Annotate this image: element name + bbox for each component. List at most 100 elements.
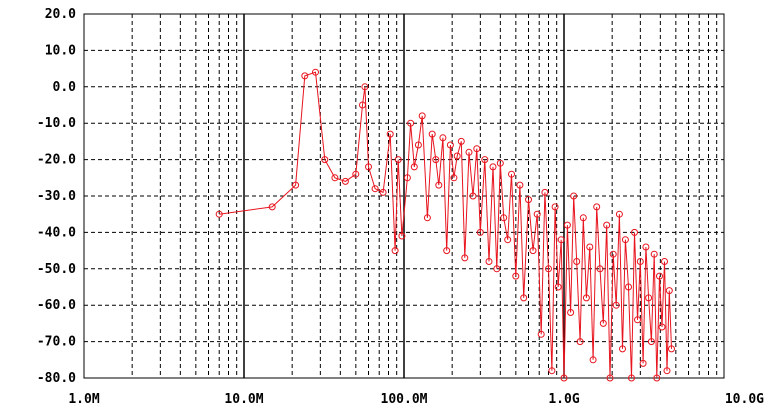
data-point bbox=[609, 250, 617, 258]
data-point bbox=[407, 119, 415, 127]
y-tick-label: 10.0 bbox=[45, 43, 76, 58]
data-point bbox=[619, 345, 626, 353]
data-point bbox=[414, 141, 422, 149]
data-point bbox=[493, 265, 501, 273]
x-axis-tick-labels: 1.0M 10.0M 100.0M 1.0G 10.0G bbox=[68, 392, 764, 407]
data-point bbox=[582, 294, 590, 302]
data-point bbox=[379, 188, 387, 196]
data-point bbox=[579, 214, 587, 222]
data-point bbox=[391, 247, 399, 255]
data-point bbox=[529, 247, 537, 255]
data-point bbox=[639, 359, 647, 367]
data-point bbox=[625, 283, 632, 291]
y-tick-label: 20.0 bbox=[45, 7, 76, 22]
data-point bbox=[469, 192, 477, 200]
data-point bbox=[603, 221, 611, 229]
data-point bbox=[653, 374, 661, 382]
data-point bbox=[435, 181, 443, 189]
data-point bbox=[496, 159, 504, 167]
y-tick-label: -20.0 bbox=[37, 153, 76, 168]
data-point bbox=[268, 203, 276, 211]
data-point bbox=[423, 214, 431, 222]
data-point bbox=[647, 338, 655, 346]
x-tick-label: 10.0M bbox=[224, 392, 263, 407]
plot-grid bbox=[84, 14, 724, 378]
data-point bbox=[446, 141, 454, 149]
data-point bbox=[361, 83, 369, 91]
y-tick-label: -50.0 bbox=[37, 262, 76, 277]
data-point bbox=[621, 236, 629, 244]
series bbox=[215, 68, 675, 382]
data-point bbox=[465, 148, 473, 156]
data-point bbox=[645, 294, 653, 302]
data-point bbox=[365, 163, 372, 171]
data-point bbox=[560, 374, 568, 382]
data-point bbox=[533, 210, 541, 218]
data-point bbox=[576, 338, 584, 346]
data-point bbox=[516, 181, 524, 189]
data-point bbox=[593, 203, 601, 211]
x-tick-label: 100.0M bbox=[381, 392, 428, 407]
data-point bbox=[428, 130, 436, 138]
data-point bbox=[520, 294, 528, 302]
data-point bbox=[567, 309, 575, 316]
data-point bbox=[650, 250, 658, 258]
data-point bbox=[508, 170, 515, 178]
data-point bbox=[596, 265, 604, 273]
data-point bbox=[500, 214, 508, 222]
data-point bbox=[394, 156, 402, 164]
data-point bbox=[485, 258, 493, 265]
data-point bbox=[573, 258, 581, 265]
data-point bbox=[554, 283, 562, 291]
plot-border bbox=[83, 13, 725, 379]
data-point bbox=[615, 210, 623, 218]
data-point bbox=[331, 174, 339, 182]
data-point bbox=[371, 185, 379, 193]
y-tick-label: 0.0 bbox=[53, 80, 77, 95]
data-point bbox=[312, 68, 319, 76]
data-point bbox=[563, 221, 571, 229]
data-point bbox=[386, 130, 394, 138]
data-point bbox=[661, 258, 668, 265]
data-point bbox=[398, 232, 406, 240]
data-point bbox=[606, 374, 614, 382]
y-tick-label: -80.0 bbox=[37, 371, 76, 386]
data-point bbox=[473, 145, 481, 153]
data-point bbox=[658, 323, 666, 331]
data-point bbox=[359, 101, 366, 109]
series-layer bbox=[215, 68, 675, 382]
data-point bbox=[599, 319, 607, 327]
x-tick-label: 1.0G bbox=[548, 392, 579, 407]
data-point bbox=[439, 134, 447, 142]
data-point bbox=[541, 188, 549, 196]
data-point bbox=[642, 243, 650, 251]
series-line bbox=[219, 71, 672, 379]
data-point bbox=[557, 236, 565, 244]
y-axis-tick-labels: 20.0 10.0 0.0 -10.0 -20.0 -30.0 -40.0 -50.0 -60.… bbox=[37, 7, 76, 386]
data-point bbox=[525, 196, 532, 204]
data-point bbox=[512, 272, 520, 280]
data-point bbox=[636, 258, 644, 265]
data-point bbox=[215, 210, 223, 218]
data-point bbox=[586, 243, 594, 251]
data-point bbox=[589, 356, 597, 364]
data-point bbox=[457, 137, 465, 145]
data-point bbox=[551, 203, 559, 211]
data-point bbox=[476, 228, 484, 236]
data-point bbox=[663, 367, 671, 375]
data-point bbox=[634, 316, 641, 324]
data-point bbox=[292, 181, 300, 189]
data-point bbox=[418, 112, 426, 120]
y-tick-label: -60.0 bbox=[37, 298, 76, 313]
data-point bbox=[570, 192, 578, 200]
data-point bbox=[545, 265, 552, 273]
y-tick-label: -40.0 bbox=[37, 225, 76, 240]
data-point bbox=[403, 174, 411, 182]
data-point bbox=[341, 177, 349, 185]
data-point bbox=[410, 163, 418, 171]
data-point bbox=[631, 228, 638, 236]
data-point bbox=[537, 330, 545, 338]
data-point bbox=[450, 174, 458, 182]
x-tick-label: 10.0G bbox=[725, 392, 764, 407]
